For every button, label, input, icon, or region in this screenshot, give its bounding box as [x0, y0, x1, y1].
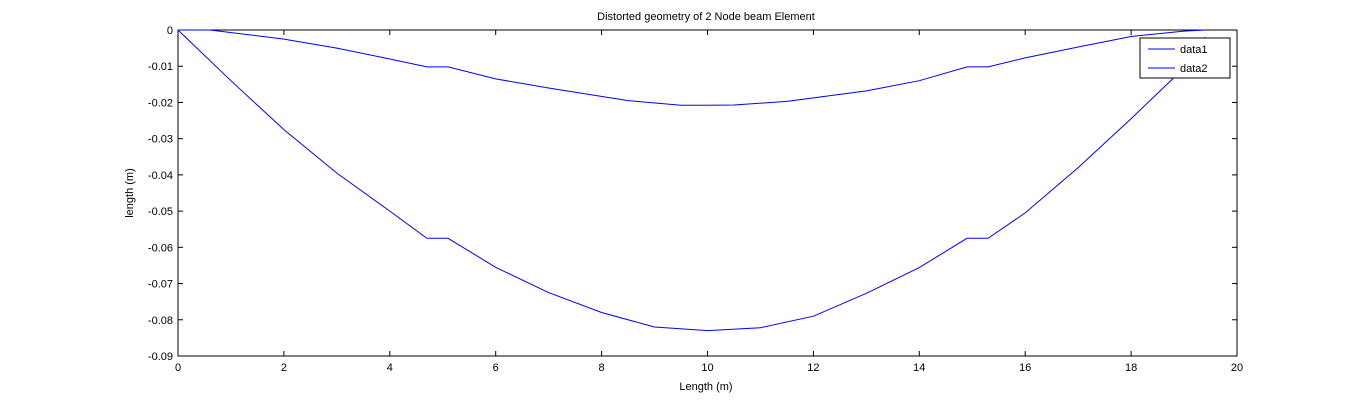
x-tick-label: 14	[913, 362, 925, 374]
y-tick-label: -0.01	[148, 61, 173, 73]
y-tick-label: 0	[167, 25, 173, 37]
y-tick-label: -0.05	[148, 206, 173, 218]
legend-box	[1139, 37, 1231, 79]
x-tick-label: 8	[599, 362, 605, 374]
y-tick-label: -0.03	[148, 134, 173, 146]
legend-label-data2: data2	[1180, 63, 1208, 75]
legend: data1 data2	[1139, 37, 1231, 79]
x-tick-label: 2	[281, 362, 287, 374]
y-axis-label: length (m)	[124, 168, 136, 218]
y-tick-label: -0.04	[148, 170, 173, 182]
x-tick-label: 6	[493, 362, 499, 374]
x-tick-label: 18	[1125, 362, 1137, 374]
y-axis-ticks: 0 -0.01 -0.02 -0.03 -0.04 -0.05 -0.06 -0.07 -0.0…	[148, 25, 1237, 363]
x-tick-label: 4	[387, 362, 393, 374]
x-axis-ticks: 0 2 4 6 8 10 12 14 16 18 20	[175, 30, 1243, 374]
y-tick-label: -0.08	[148, 315, 173, 327]
x-tick-label: 20	[1231, 362, 1243, 374]
x-axis-label: Length (m)	[679, 381, 732, 393]
y-tick-label: -0.06	[148, 242, 173, 254]
x-tick-label: 0	[175, 362, 181, 374]
x-tick-label: 16	[1019, 362, 1031, 374]
chart-title: Distorted geometry of 2 Node beam Elemen…	[597, 11, 815, 23]
series-layer	[177, 29, 1206, 332]
plot-area	[177, 29, 1238, 357]
legend-label-data1: data1	[1180, 44, 1208, 56]
y-tick-label: -0.07	[148, 279, 173, 291]
x-tick-label: 10	[701, 362, 713, 374]
series-line-data2	[177, 29, 1206, 332]
y-tick-label: -0.09	[148, 351, 173, 363]
y-tick-label: -0.02	[148, 97, 173, 109]
series-line-data1	[178, 29, 1206, 106]
x-tick-label: 12	[807, 362, 819, 374]
